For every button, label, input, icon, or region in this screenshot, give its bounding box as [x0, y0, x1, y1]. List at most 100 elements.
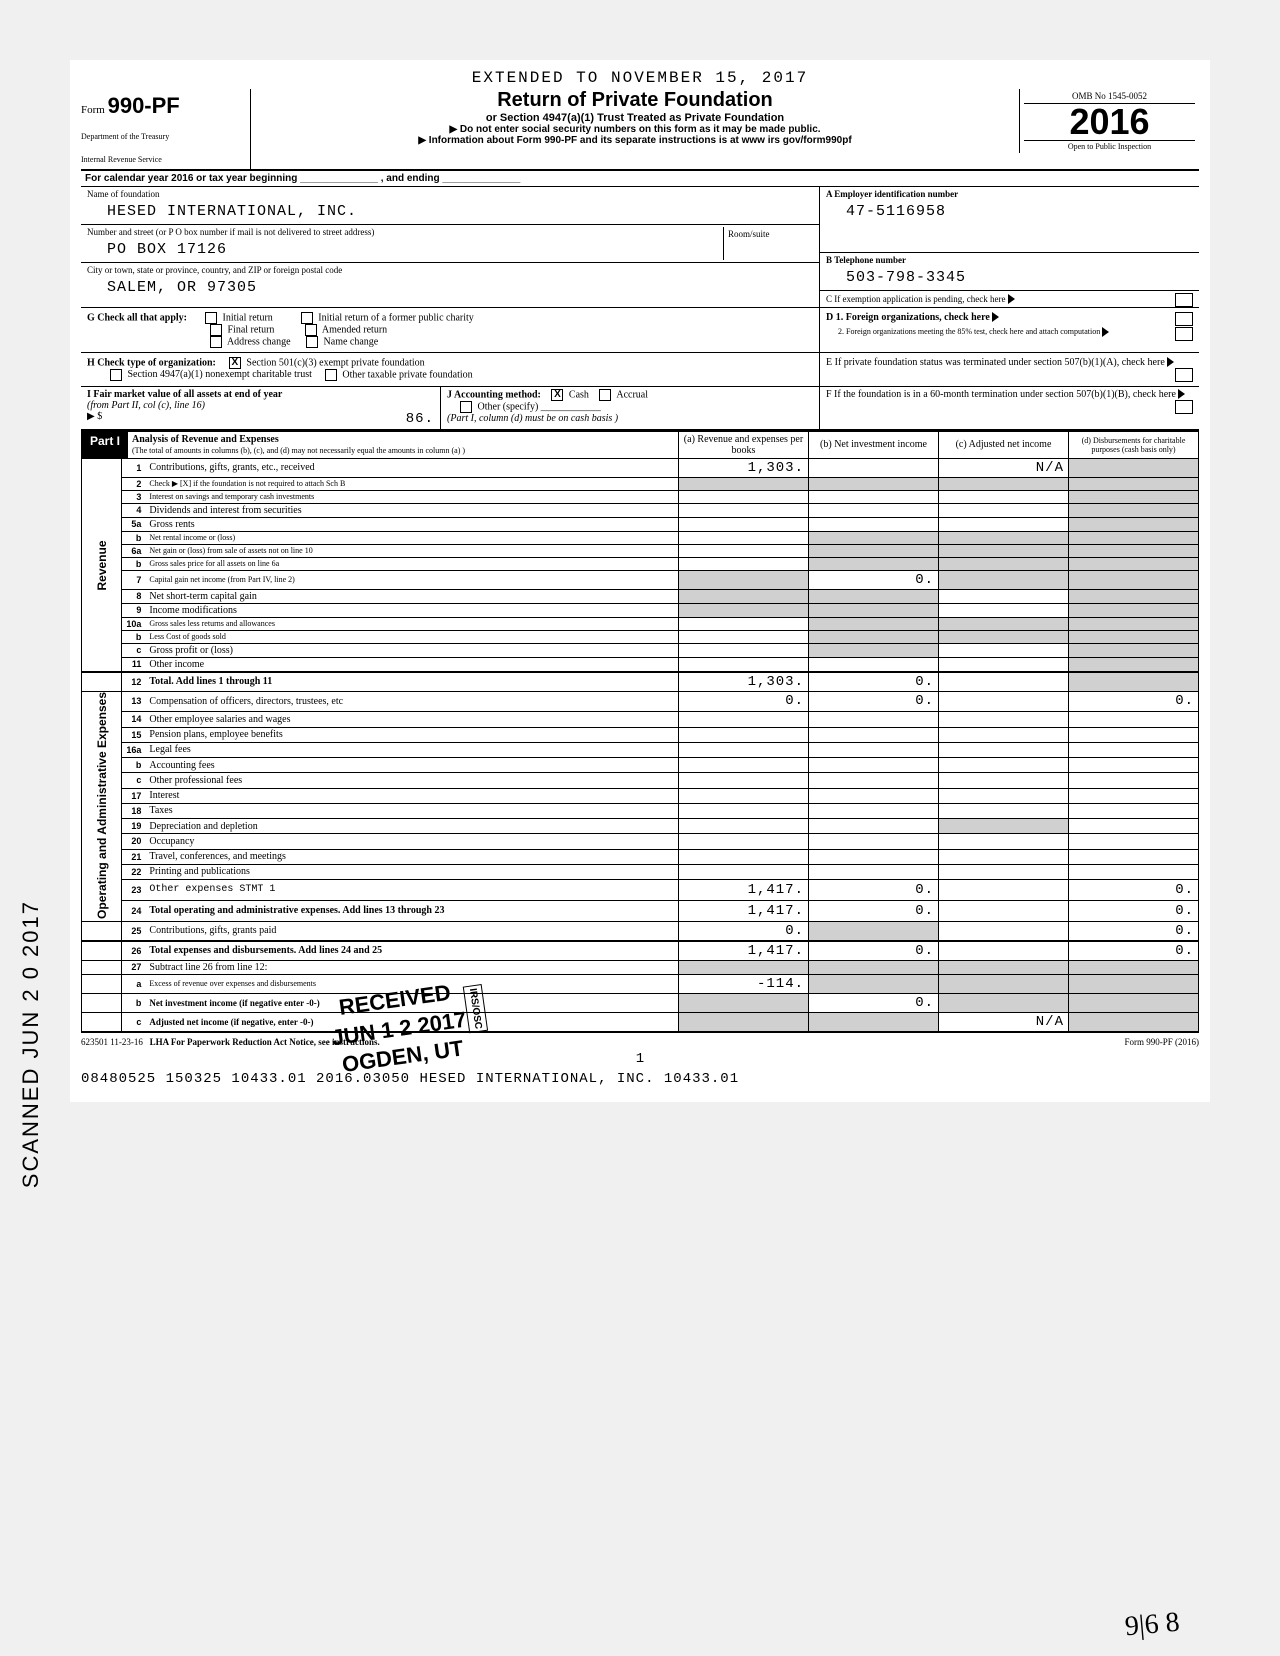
footer-code: 623501 11-23-16: [81, 1037, 143, 1047]
checkbox-501c3[interactable]: X: [229, 357, 241, 369]
row-num: 24: [122, 900, 146, 921]
cell-b: 0.: [809, 993, 939, 1012]
tax-year: 2016: [1024, 104, 1195, 140]
cell-d: 0.: [1069, 900, 1199, 921]
form-prefix: Form: [81, 104, 105, 116]
cell-c: N/A: [939, 1012, 1069, 1032]
row-desc: Gross sales price for all assets on line…: [145, 557, 678, 570]
row-num: 16a: [122, 742, 146, 757]
h-label: H Check type of organization:: [87, 357, 216, 368]
fmv-sub: (from Part II, col (c), line 16): [87, 400, 205, 411]
row-desc: Other employee salaries and wages: [145, 712, 678, 727]
accrual-label: Accrual: [616, 389, 648, 400]
accounting-label: J Accounting method:: [447, 389, 541, 400]
row-desc: Less Cost of goods sold: [145, 630, 678, 643]
checkbox-accrual[interactable]: [599, 389, 611, 401]
row-num: 18: [122, 803, 146, 818]
dept-irs: Internal Revenue Service: [81, 156, 244, 165]
checkbox-name-change[interactable]: [306, 336, 318, 348]
phone-label: B Telephone number: [826, 255, 1193, 265]
g-final: Final return: [228, 324, 275, 335]
cell-b: 0.: [809, 691, 939, 712]
arrow-icon: [1102, 327, 1109, 337]
row-desc: Contributions, gifts, grants paid: [145, 921, 678, 941]
row-desc: Travel, conferences, and meetings: [145, 849, 678, 864]
extension-date: EXTENDED TO NOVEMBER 15, 2017: [81, 69, 1199, 87]
checkbox-c[interactable]: [1175, 293, 1193, 307]
row-num: 26: [122, 941, 146, 961]
row-desc: Net gain or (loss) from sale of assets n…: [145, 544, 678, 557]
row-num: 5a: [122, 517, 146, 531]
checkbox-final-return[interactable]: [210, 324, 222, 336]
arrow-icon: [1008, 294, 1015, 304]
checkbox-initial-return[interactable]: [205, 312, 217, 324]
check-section-h: H Check type of organization: X Section …: [81, 353, 1199, 387]
row-num: 23: [122, 880, 146, 901]
row-num: 20: [122, 834, 146, 849]
ein-label: A Employer identification number: [826, 189, 1193, 199]
bottom-identifier: 08480525 150325 10433.01 2016.03050 HESE…: [81, 1067, 1199, 1091]
row-num: b: [122, 557, 146, 570]
e-label: E If private foundation status was termi…: [826, 357, 1165, 368]
checkbox-address-change[interactable]: [210, 336, 222, 348]
g-label: G Check all that apply:: [87, 312, 187, 323]
row-num: b: [122, 758, 146, 773]
form-ref: Form 990-PF (2016): [1124, 1037, 1199, 1047]
checkbox-other-method[interactable]: [460, 401, 472, 413]
checkbox-d2[interactable]: [1175, 327, 1193, 341]
row-num: 25: [122, 921, 146, 941]
row-num: c: [122, 1012, 146, 1032]
form-title: Return of Private Foundation: [261, 89, 1009, 112]
checkbox-4947[interactable]: [110, 369, 122, 381]
row-desc: Taxes: [145, 803, 678, 818]
row-num: a: [122, 974, 146, 993]
row-desc: Interest: [145, 788, 678, 803]
expenses-side-label: Operating and Administrative Expenses: [82, 691, 122, 921]
checkbox-f[interactable]: [1175, 400, 1193, 414]
other-method-label: Other (specify) ____________: [478, 401, 601, 412]
col-b-header: (b) Net investment income: [809, 431, 939, 458]
row-num: 7: [122, 570, 146, 589]
name-label: Name of foundation: [87, 189, 813, 199]
row-desc: Capital gain net income (from Part IV, l…: [145, 570, 678, 589]
g-amended: Amended return: [322, 324, 387, 335]
ein-value: 47-5116958: [826, 199, 1193, 222]
analysis-table: Part I Analysis of Revenue and Expenses …: [81, 431, 1199, 1033]
checkbox-e[interactable]: [1175, 368, 1193, 382]
part1-label: Part I: [82, 432, 128, 458]
row-desc: Depreciation and depletion: [145, 819, 678, 834]
checkbox-initial-former[interactable]: [301, 312, 313, 324]
scanned-stamp: SCANNED JUN 2 0 2017: [18, 900, 44, 1188]
row-num: 19: [122, 819, 146, 834]
row-desc: Total operating and administrative expen…: [149, 905, 444, 916]
part1-title: Analysis of Revenue and Expenses: [132, 434, 279, 445]
checkbox-other-taxable[interactable]: [325, 369, 337, 381]
address-label: Number and street (or P O box number if …: [87, 227, 723, 237]
checkbox-cash[interactable]: X: [551, 389, 563, 401]
row-desc: Printing and publications: [145, 864, 678, 879]
h2-text: Section 4947(a)(1) nonexempt charitable …: [128, 369, 312, 380]
cell-d: 0.: [1069, 941, 1199, 961]
row-num: 6a: [122, 544, 146, 557]
row-desc: Dividends and interest from securities: [145, 503, 678, 517]
dept-treasury: Department of the Treasury: [81, 133, 244, 142]
row-num: c: [122, 773, 146, 788]
cash-label: Cash: [569, 389, 589, 400]
row-desc: Accounting fees: [145, 758, 678, 773]
row-desc: Interest on savings and temporary cash i…: [145, 490, 678, 503]
row-desc: Compensation of officers, directors, tru…: [145, 691, 678, 712]
checkbox-d1[interactable]: [1175, 312, 1193, 326]
row-desc: Other expenses STMT 1: [145, 880, 678, 901]
checkbox-amended[interactable]: [305, 324, 317, 336]
row-num: b: [122, 993, 146, 1012]
row-desc: Total expenses and disbursements. Add li…: [149, 945, 382, 956]
cell-a: 1,303.: [679, 458, 809, 477]
cell-a: 0.: [679, 921, 809, 941]
exemption-pending-label: C If exemption application is pending, c…: [826, 294, 1005, 304]
cell-d: 0.: [1069, 691, 1199, 712]
cell-b: 0.: [809, 880, 939, 901]
cell-a: 1,303.: [679, 672, 809, 692]
f-label: F If the foundation is in a 60-month ter…: [826, 389, 1176, 400]
room-suite-label: Room/suite: [723, 227, 813, 260]
handwriting: 9|6 8: [1124, 1607, 1181, 1644]
